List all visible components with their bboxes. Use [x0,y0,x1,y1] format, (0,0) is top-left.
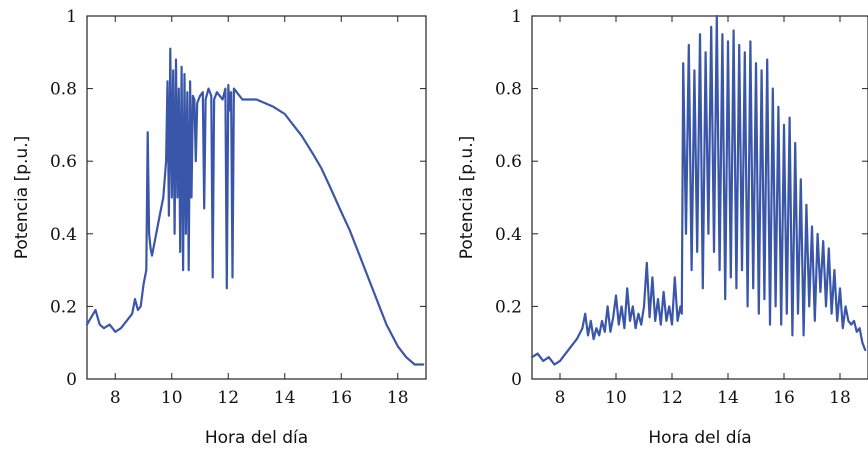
x-tick-label: 18 [387,388,409,408]
y-tick-label: 0.2 [50,297,77,317]
y-tick-label: 0.6 [495,152,522,172]
plot-frame [87,16,426,379]
x-tick-label: 8 [110,388,121,408]
y-tick-label: 0 [511,370,522,390]
x-tick-label: 16 [330,388,352,408]
x-tick-label: 12 [661,388,683,408]
x-tick-label: 14 [274,388,296,408]
y-axis-label: Potencia [p.u.] [12,136,32,259]
x-tick-label: 8 [555,388,566,408]
y-tick-label: 0.6 [50,152,77,172]
y-tick-label: 0.4 [50,225,77,245]
y-tick-label: 0.8 [495,80,522,100]
y-tick-label: 0 [66,370,77,390]
x-axis-label: Hora del día [648,428,751,448]
y-tick-label: 1 [511,7,522,27]
series-line [532,16,865,365]
y-tick-label: 0.2 [495,297,522,317]
x-tick-label: 10 [605,388,627,408]
y-tick-label: 1 [66,7,77,27]
series-line [87,49,423,365]
y-tick-label: 0.8 [50,80,77,100]
x-axis-label: Hora del día [205,428,308,448]
y-tick-label: 0.4 [495,225,522,245]
x-tick-label: 16 [773,388,795,408]
x-tick-label: 14 [717,388,739,408]
y-axis-label: Potencia [p.u.] [457,136,477,259]
x-tick-label: 18 [829,388,851,408]
x-tick-label: 12 [217,388,239,408]
x-tick-label: 10 [161,388,183,408]
